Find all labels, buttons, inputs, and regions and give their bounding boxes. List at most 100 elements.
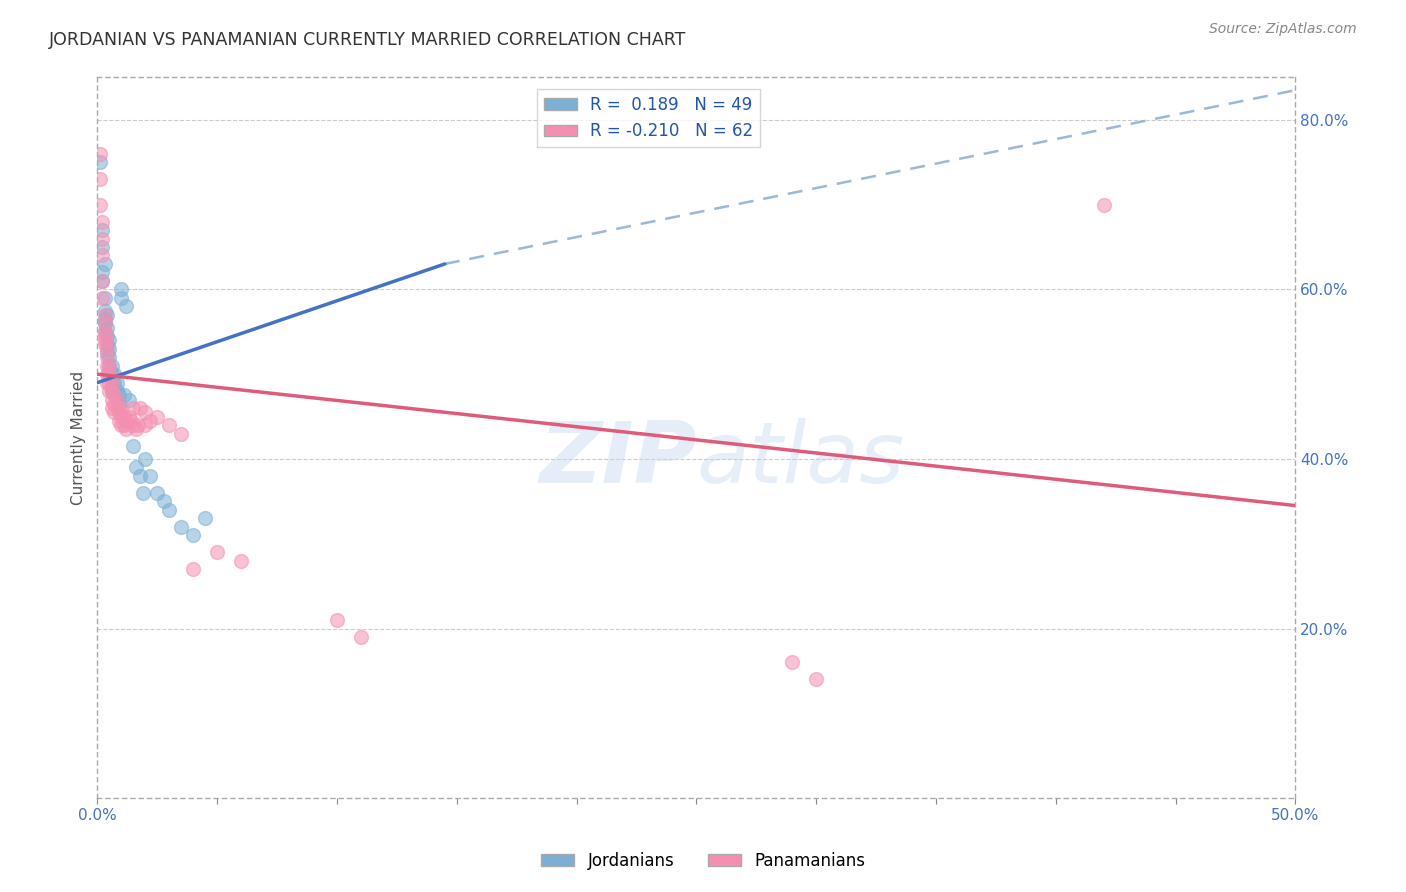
Point [108, 414, 131, 428]
Point [108, 405, 131, 419]
Text: JORDANIAN VS PANAMANIAN CURRENTLY MARRIED CORRELATION CHART: JORDANIAN VS PANAMANIAN CURRENTLY MARRIE… [49, 31, 686, 49]
Point [98, 333, 121, 347]
Point [110, 409, 132, 424]
Legend: Jordanians, Panamanians: Jordanians, Panamanians [534, 846, 872, 877]
Y-axis label: Currently Married: Currently Married [72, 371, 86, 505]
Point [98, 367, 121, 381]
Point [98, 384, 121, 398]
Point [89, 172, 111, 186]
Point [100, 376, 122, 390]
Point [89, 155, 111, 169]
Point [122, 417, 145, 432]
Point [132, 486, 155, 500]
Point [105, 376, 128, 390]
Point [96, 320, 118, 334]
Point [110, 282, 132, 296]
Point [112, 417, 135, 432]
Point [112, 388, 135, 402]
Point [129, 401, 152, 415]
Point [93, 337, 115, 351]
Point [229, 554, 252, 568]
Point [110, 291, 132, 305]
Point [96, 337, 118, 351]
Text: ZIP: ZIP [538, 417, 696, 501]
Point [110, 401, 132, 415]
Point [96, 359, 118, 373]
Point [146, 409, 169, 424]
Point [98, 342, 121, 356]
Point [93, 291, 115, 305]
Point [93, 308, 115, 322]
Point [93, 257, 115, 271]
Point [103, 388, 125, 402]
Point [100, 392, 122, 407]
Point [93, 333, 115, 347]
Point [89, 197, 111, 211]
Point [93, 312, 115, 326]
Point [115, 422, 138, 436]
Point [1092, 197, 1115, 211]
Point [108, 388, 131, 402]
Point [134, 405, 156, 419]
Point [146, 486, 169, 500]
Point [93, 316, 115, 330]
Point [96, 308, 118, 322]
Point [96, 376, 118, 390]
Point [205, 545, 228, 559]
Point [91, 265, 114, 279]
Point [100, 376, 122, 390]
Point [115, 414, 138, 428]
Point [157, 503, 180, 517]
Point [157, 417, 180, 432]
Point [125, 460, 148, 475]
Point [96, 346, 118, 360]
Point [194, 511, 217, 525]
Point [139, 414, 162, 428]
Text: atlas: atlas [696, 417, 904, 501]
Point [91, 291, 114, 305]
Point [780, 656, 803, 670]
Point [100, 367, 122, 381]
Point [103, 376, 125, 390]
Point [96, 350, 118, 364]
Point [181, 528, 204, 542]
Point [105, 401, 128, 415]
Point [105, 392, 128, 407]
Point [100, 384, 122, 398]
Point [89, 146, 111, 161]
Point [134, 417, 156, 432]
Point [98, 359, 121, 373]
Point [96, 329, 118, 343]
Point [91, 274, 114, 288]
Point [100, 384, 122, 398]
Point [153, 494, 176, 508]
Point [93, 325, 115, 339]
Point [170, 426, 193, 441]
Point [170, 520, 193, 534]
Point [98, 367, 121, 381]
Point [134, 452, 156, 467]
Point [112, 409, 135, 424]
Point [181, 562, 204, 576]
Point [91, 248, 114, 262]
Point [117, 409, 139, 424]
Point [96, 367, 118, 381]
Point [103, 397, 125, 411]
Point [91, 214, 114, 228]
Point [122, 401, 145, 415]
Point [326, 613, 349, 627]
Point [125, 422, 148, 436]
Point [91, 231, 114, 245]
Legend: R =  0.189   N = 49, R = -0.210   N = 62: R = 0.189 N = 49, R = -0.210 N = 62 [537, 89, 761, 147]
Point [91, 240, 114, 254]
Point [350, 630, 373, 644]
Point [127, 417, 149, 432]
Point [93, 316, 115, 330]
Point [806, 673, 828, 687]
Point [100, 359, 122, 373]
Point [105, 384, 128, 398]
Point [117, 392, 139, 407]
Point [139, 469, 162, 483]
Point [93, 329, 115, 343]
Point [103, 367, 125, 381]
